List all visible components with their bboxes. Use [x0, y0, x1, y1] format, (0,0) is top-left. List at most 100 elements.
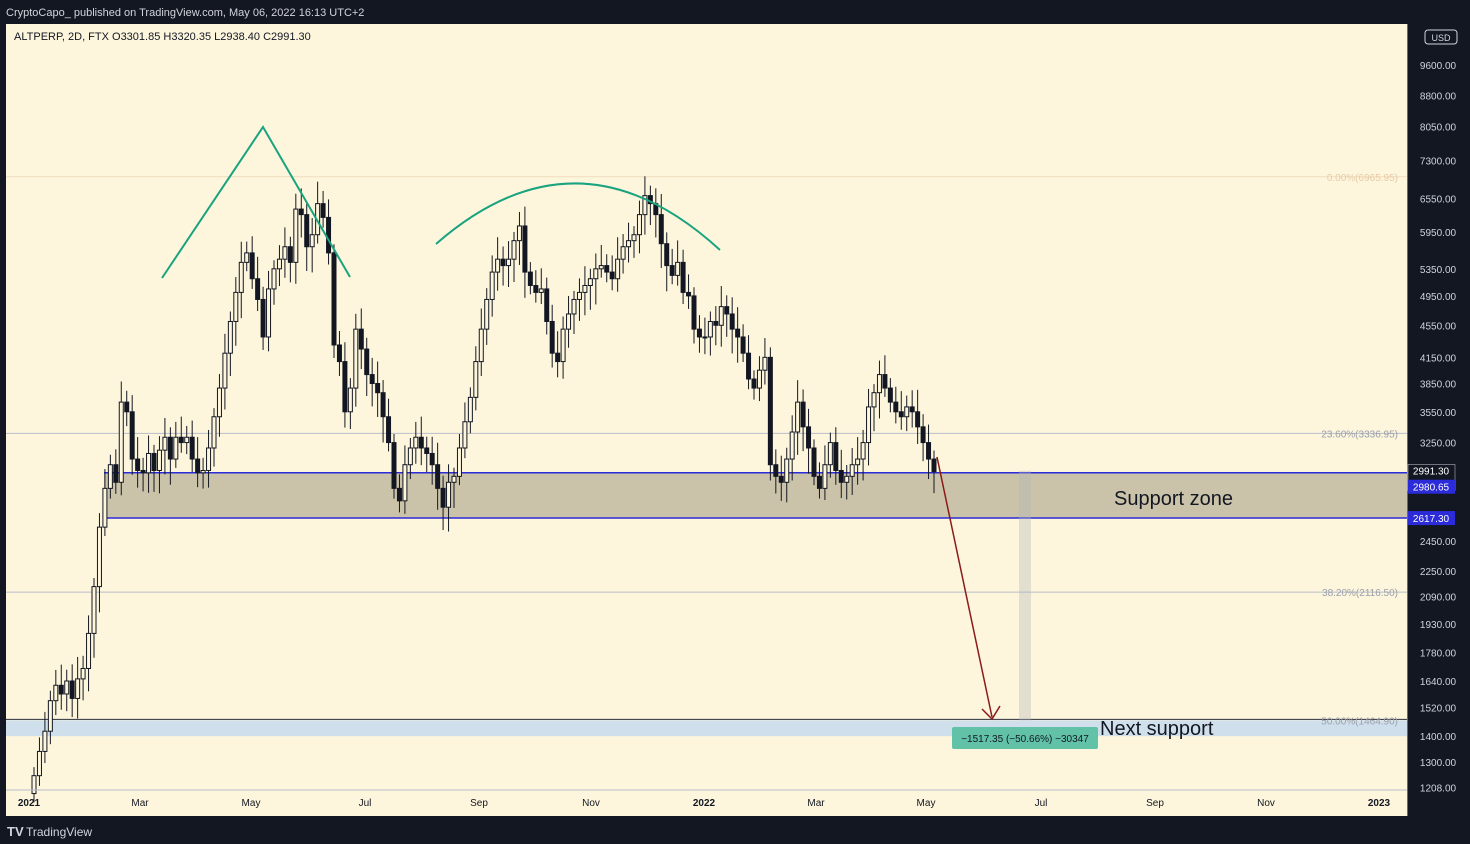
- price-tick-7: 4950.00: [1420, 292, 1457, 303]
- candle-body-71: [418, 436, 424, 449]
- candle-body-81: [473, 361, 479, 398]
- candle-body-146: [827, 442, 833, 466]
- candle-body-153: [866, 406, 872, 444]
- price-tick-22: 1208.00: [1420, 784, 1457, 795]
- head-pattern-line: [161, 125, 351, 279]
- candle-body-140: [795, 401, 801, 433]
- candle-body-60: [358, 328, 364, 350]
- candle-body-99: [571, 298, 577, 315]
- candle-body-95: [549, 320, 555, 354]
- candle-body-102: [587, 278, 593, 287]
- candle-body-49: [298, 208, 304, 216]
- candle-body-131: [746, 352, 752, 380]
- candle-body-89: [516, 225, 522, 242]
- candle-body-51: [309, 234, 315, 248]
- candle-body-134: [762, 356, 768, 371]
- candle-body-150: [849, 464, 855, 477]
- candle-body-147: [833, 442, 839, 471]
- price-tick-11: 3550.00: [1420, 408, 1457, 419]
- date-tick-5: Nov: [582, 798, 600, 809]
- candle-body-88: [511, 240, 517, 260]
- candle-body-107: [615, 258, 621, 280]
- price-tick-5: 5950.00: [1420, 228, 1457, 239]
- symbol-ohlc-legend: ALTPERP, 2D, FTX O3301.85 H3320.35 L2938…: [14, 31, 311, 43]
- candle-body-141: [800, 401, 806, 428]
- candle-body-31: [200, 469, 206, 474]
- price-tick-20: 1400.00: [1420, 732, 1457, 743]
- candle-body-163: [920, 426, 926, 444]
- chart-area[interactable]: 0.00%(6965.95) 23.60%(3336.95) 38.20%(2116…: [6, 24, 1407, 816]
- price-tick-4: 6550.00: [1420, 194, 1457, 205]
- candle-body-12: [96, 526, 102, 588]
- candle-body-36: [227, 320, 233, 354]
- price-tick-15: 2090.00: [1420, 592, 1457, 603]
- date-tick-11: Nov: [1257, 798, 1275, 809]
- candle-body-105: [604, 265, 610, 273]
- candle-body-68: [402, 464, 408, 502]
- candle-body-41: [255, 278, 261, 300]
- candle-body-118: [675, 261, 681, 276]
- price-axis-area[interactable]: USD 9600.00 8800.00 8050.00 7300.00 6550.00 59…: [1406, 24, 1470, 816]
- candle-body-122: [696, 328, 702, 338]
- candle-body-47: [287, 246, 293, 263]
- candle-body-58: [347, 387, 353, 413]
- candle-body-165: [931, 458, 937, 473]
- candle-body-101: [582, 285, 588, 293]
- candle-body-104: [598, 265, 604, 270]
- price-tick-14: 2250.00: [1420, 567, 1457, 578]
- price-tick-16: 1930.00: [1420, 620, 1457, 631]
- candle-body-109: [626, 240, 632, 248]
- projection-arrow-line: [936, 456, 993, 718]
- candle-body-30: [195, 458, 201, 474]
- candle-body-77: [451, 475, 457, 483]
- candle-body-40: [249, 252, 255, 280]
- candle-body-103: [593, 268, 599, 280]
- candle-body-45: [276, 258, 282, 270]
- date-tick-12: 2023: [1368, 798, 1391, 809]
- tradingview-logo-icon[interactable]: TV: [7, 824, 24, 839]
- candle-body-85: [495, 258, 501, 273]
- candle-body-69: [407, 447, 413, 466]
- price-axis[interactable]: USD 9600.00 8800.00 8050.00 7300.00 6550.00 59…: [1406, 24, 1470, 816]
- candle-body-17: [124, 401, 130, 413]
- candle-body-116: [664, 243, 670, 267]
- candle-body-50: [304, 214, 310, 248]
- candle-body-83: [484, 298, 490, 330]
- price-tick-9: 4150.00: [1420, 353, 1457, 364]
- candle-body-108: [620, 246, 626, 260]
- support-zone-band: [104, 472, 1407, 519]
- price-tick-13: 2450.00: [1420, 537, 1457, 548]
- candle-body-16: [118, 401, 124, 483]
- candle-body-57: [342, 361, 348, 413]
- candle-body-62: [369, 374, 375, 385]
- support-zone-label: Support zone: [1114, 488, 1233, 510]
- candle-body-143: [811, 447, 817, 477]
- candle-body-29: [189, 436, 195, 460]
- candlestick-chart[interactable]: 0.00%(6965.95) 23.60%(3336.95) 38.20%(2116…: [6, 24, 1407, 816]
- candle-body-32: [206, 447, 212, 471]
- candle-body-161: [909, 406, 915, 413]
- candle-body-3: [47, 700, 53, 732]
- candle-body-94: [544, 288, 550, 322]
- candle-body-137: [778, 475, 784, 483]
- candle-body-160: [904, 406, 910, 418]
- candle-body-42: [260, 298, 266, 338]
- tradingview-brand[interactable]: TradingView: [26, 825, 93, 839]
- candle-body-142: [806, 426, 812, 449]
- candle-body-120: [686, 291, 692, 297]
- price-tag-text-1: 2980.65: [1413, 483, 1450, 494]
- price-tick-2: 8050.00: [1420, 122, 1457, 133]
- candle-body-73: [429, 452, 435, 466]
- candle-body-111: [636, 214, 642, 236]
- candle-body-7: [69, 680, 75, 699]
- candle-body-148: [838, 469, 844, 483]
- measure-label-text: −1517.35 (−50.66%) −30347: [961, 734, 1089, 745]
- candle-body-135: [767, 356, 773, 466]
- candle-body-23: [156, 449, 162, 471]
- candle-body-119: [680, 261, 686, 293]
- candle-body-65: [386, 416, 392, 444]
- candle-body-149: [844, 475, 850, 483]
- date-tick-4: Sep: [470, 798, 488, 809]
- candle-body-56: [336, 344, 342, 363]
- candle-body-13: [102, 487, 108, 528]
